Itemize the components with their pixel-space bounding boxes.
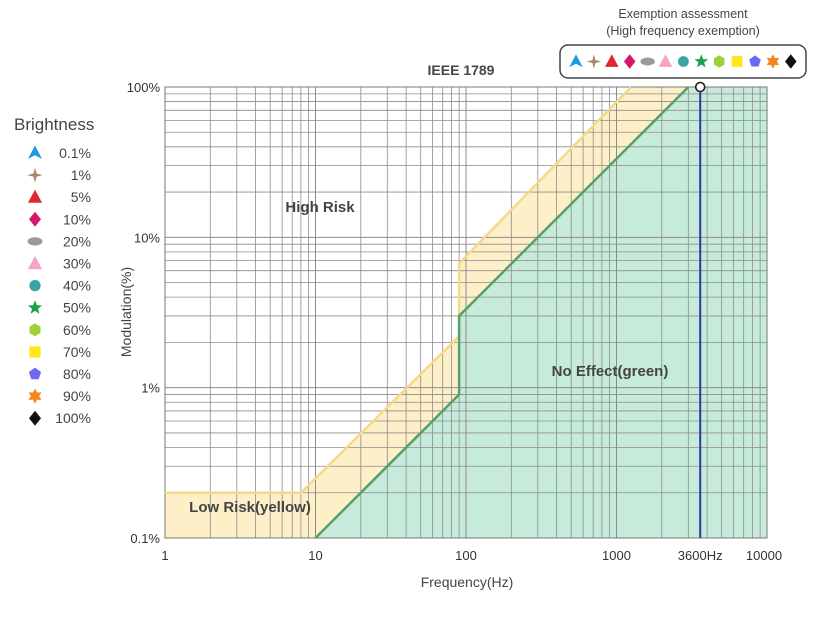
marker-line-label: 3600Hz	[678, 548, 723, 563]
legend-marker	[29, 323, 41, 337]
legend-marker	[29, 279, 41, 292]
legend-title: Brightness	[14, 115, 94, 134]
exemption-marker	[731, 56, 743, 67]
legend-marker	[27, 256, 43, 270]
region-annotation: No Effect(green)	[552, 363, 669, 380]
exemption-marker	[640, 57, 655, 66]
plot-grid	[164, 86, 768, 539]
legend-label: 1%	[71, 167, 91, 183]
region-annotations: High Risk Low Risk(yellow) No Effect(green…	[189, 199, 668, 516]
plot-lines	[165, 85, 702, 539]
no-effect-boundary-line	[314, 86, 690, 539]
exemption-marker	[766, 54, 780, 69]
legend-marker	[27, 237, 43, 246]
x-tick-label: 10	[308, 548, 322, 563]
legend-label: 80%	[63, 366, 91, 382]
exemption-pointer	[694, 81, 706, 93]
y-tick-label: 100%	[127, 80, 161, 95]
legend-label: 40%	[63, 278, 91, 294]
legend-label: 60%	[63, 322, 91, 338]
exemption-subtitle: (High frequency exemption)	[606, 24, 760, 38]
legend: 0.1% 1% 5% 10% 20% 30% 40% 50% 60% 70% 80% 90% 100%	[27, 145, 91, 426]
legend-label: 70%	[63, 344, 91, 360]
exemption-marker	[586, 54, 602, 69]
legend-label: 5%	[71, 189, 91, 205]
legend-label: 30%	[63, 256, 91, 272]
x-tick-label: 100	[455, 548, 477, 563]
legend-marker	[27, 145, 43, 159]
y-tick-label: 1%	[141, 381, 160, 396]
legend-label: 100%	[55, 410, 91, 426]
x-tick-label: 1000	[602, 548, 631, 563]
plot-frame	[164, 86, 768, 539]
legend-marker	[28, 388, 42, 404]
x-tick-labels: 1 10 100 1000 10000	[161, 548, 782, 563]
y-tick-labels: 0.1% 1% 10% 100%	[127, 80, 161, 546]
legend-label: 10%	[63, 211, 91, 227]
legend-label: 90%	[63, 388, 91, 404]
exemption-marker	[749, 55, 761, 67]
exemption-marker	[694, 54, 709, 68]
exemption-assessment-box	[559, 44, 807, 93]
exemption-marker	[713, 55, 725, 68]
legend-label: 20%	[63, 233, 91, 249]
legend-marker	[29, 410, 41, 426]
legend-marker	[27, 300, 43, 314]
y-tick-label: 0.1%	[130, 531, 160, 546]
y-tick-label: 10%	[134, 230, 160, 245]
legend-marker	[29, 211, 41, 227]
x-tick-label: 10000	[746, 548, 782, 563]
legend-marker	[27, 167, 43, 183]
legend-marker	[28, 367, 42, 380]
exemption-marker	[678, 56, 689, 67]
no-effect-region	[315, 87, 767, 538]
exemption-marker	[785, 54, 797, 69]
legend-marker	[27, 189, 43, 203]
x-tick-label: 1	[161, 548, 168, 563]
legend-label: 0.1%	[59, 145, 91, 161]
exemption-title: Exemption assessment	[618, 7, 748, 21]
region-annotation: High Risk	[285, 199, 355, 216]
legend-marker	[29, 346, 41, 358]
y-axis-label: Modulation(%)	[118, 267, 134, 357]
x-axis-label: Frequency(Hz)	[421, 574, 514, 590]
exemption-marker	[623, 54, 636, 69]
chart-title: IEEE 1789	[428, 62, 495, 78]
exemption-marker	[569, 54, 583, 68]
exemption-marker	[658, 54, 673, 67]
exemption-marker	[605, 54, 619, 67]
legend-label: 50%	[63, 300, 91, 316]
region-annotation: Low Risk(yellow)	[189, 499, 311, 516]
